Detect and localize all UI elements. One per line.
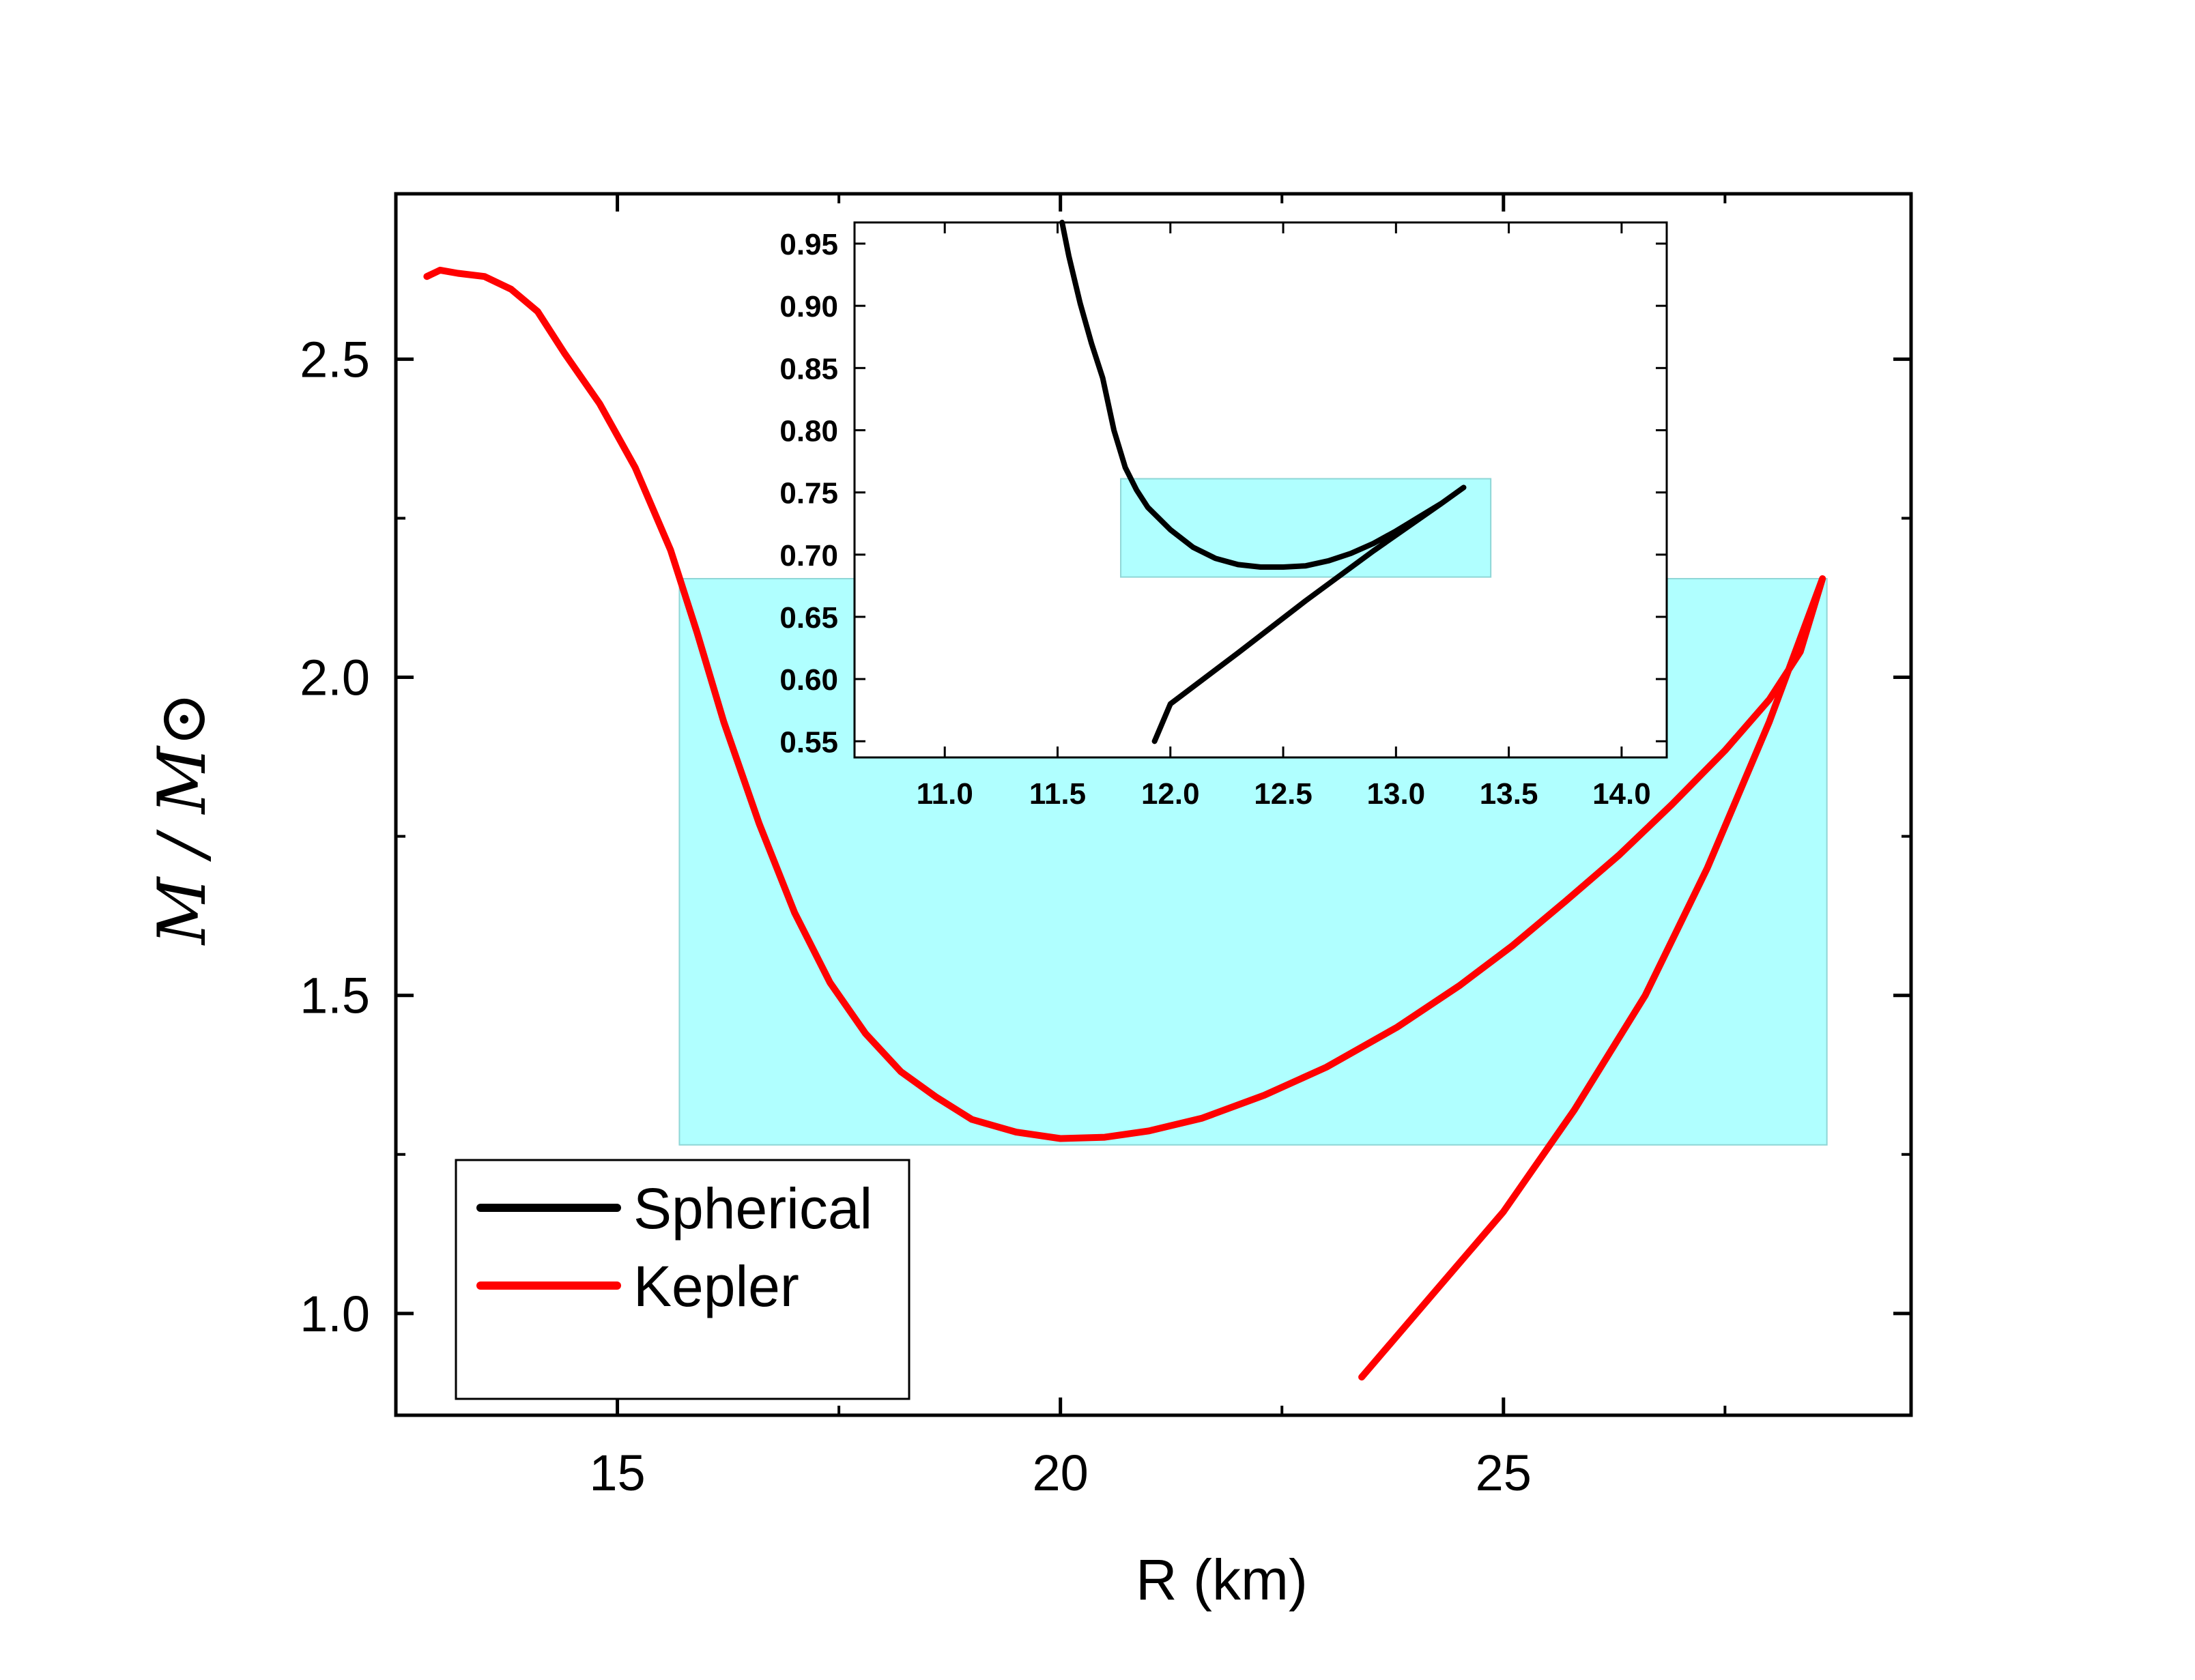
inset-y-tick-label: 0.60 bbox=[779, 663, 838, 697]
main-ticks-group: 15 20 25 1.0 1.5 2.0 2.5 bbox=[300, 194, 1911, 1501]
legend: Spherical Kepler bbox=[455, 1159, 910, 1400]
inset-plot: 11.0 11.5 12.0 12.5 13.0 13.5 14.0 0.55 0.60 0.65… bbox=[779, 220, 1668, 811]
inset-y-tick-label: 0.55 bbox=[779, 725, 838, 759]
inset-x-tick-label: 11.5 bbox=[1029, 777, 1086, 811]
inset-plot-frame bbox=[853, 221, 1668, 759]
y-axis-title: M / M⊙ bbox=[144, 692, 220, 946]
x-axis-title: R (km) bbox=[1136, 1548, 1308, 1612]
series-line-kepler bbox=[423, 266, 1826, 1381]
y-tick-label: 1.5 bbox=[300, 968, 370, 1024]
inset-y-tick-label: 0.80 bbox=[779, 414, 838, 448]
main-plot-frame bbox=[394, 192, 1913, 1417]
main-series-group bbox=[423, 266, 1826, 1381]
legend-box bbox=[455, 1159, 910, 1400]
inset-y-tick-label: 0.95 bbox=[779, 228, 838, 261]
inset-y-tick-label: 0.85 bbox=[779, 352, 838, 386]
y-tick-label: 2.5 bbox=[300, 331, 370, 388]
inset-highlight-box bbox=[1120, 478, 1492, 578]
y-tick-label: 2.0 bbox=[300, 650, 370, 706]
inset-series-group bbox=[1059, 220, 1467, 744]
inset-x-tick-label: 13.5 bbox=[1480, 777, 1538, 811]
legend-label-kepler: Kepler bbox=[633, 1254, 799, 1318]
inset-ticks-group: 11.0 11.5 12.0 12.5 13.0 13.5 14.0 0.55 0.60 0.65… bbox=[779, 222, 1667, 811]
inset-x-tick-label: 13.0 bbox=[1367, 777, 1426, 811]
inset-x-tick-label: 12.0 bbox=[1141, 777, 1200, 811]
inset-x-tick-label: 12.5 bbox=[1254, 777, 1312, 811]
x-tick-label: 20 bbox=[1033, 1445, 1089, 1501]
legend-label-spherical: Spherical bbox=[633, 1176, 872, 1241]
inset-y-tick-label: 0.70 bbox=[779, 539, 838, 573]
inset-x-tick-label: 14.0 bbox=[1592, 777, 1651, 811]
inset-x-tick-label: 11.0 bbox=[917, 777, 973, 811]
x-tick-label: 25 bbox=[1476, 1445, 1532, 1501]
inset-y-tick-label: 0.65 bbox=[779, 601, 838, 635]
x-tick-label: 15 bbox=[589, 1445, 645, 1501]
inset-y-tick-label: 0.90 bbox=[779, 290, 838, 323]
y-tick-label: 1.0 bbox=[300, 1286, 370, 1342]
inset-y-tick-label: 0.75 bbox=[779, 477, 838, 510]
inset-series-line-spherical bbox=[1059, 220, 1467, 744]
